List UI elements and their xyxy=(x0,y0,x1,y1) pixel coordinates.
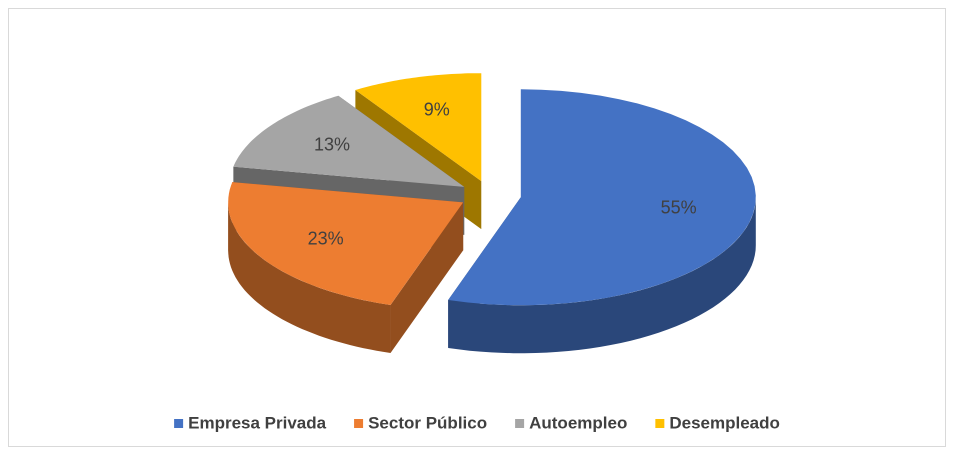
slice xyxy=(228,182,464,305)
legend-label: Autoempleo xyxy=(529,413,627,432)
pie: 55% 23% 13% 9% xyxy=(228,73,756,354)
data-label: 9% xyxy=(424,99,450,119)
legend-label: Sector Público xyxy=(368,413,487,432)
legend-marker xyxy=(174,419,184,428)
slice-side xyxy=(228,202,391,353)
slice xyxy=(355,73,482,182)
data-label: 13% xyxy=(314,134,350,154)
slice xyxy=(448,89,756,306)
legend: Empresa Privada Sector Público Autoempleo D… xyxy=(174,413,780,432)
data-label: 23% xyxy=(308,228,344,248)
legend-label: Desempleado xyxy=(669,413,780,432)
data-label: 55% xyxy=(661,197,697,217)
legend-marker xyxy=(515,419,525,428)
legend-label: Empresa Privada xyxy=(188,413,327,432)
legend-marker xyxy=(354,419,364,428)
legend-marker xyxy=(655,419,665,428)
slice xyxy=(233,95,465,187)
slice-side xyxy=(448,197,756,354)
